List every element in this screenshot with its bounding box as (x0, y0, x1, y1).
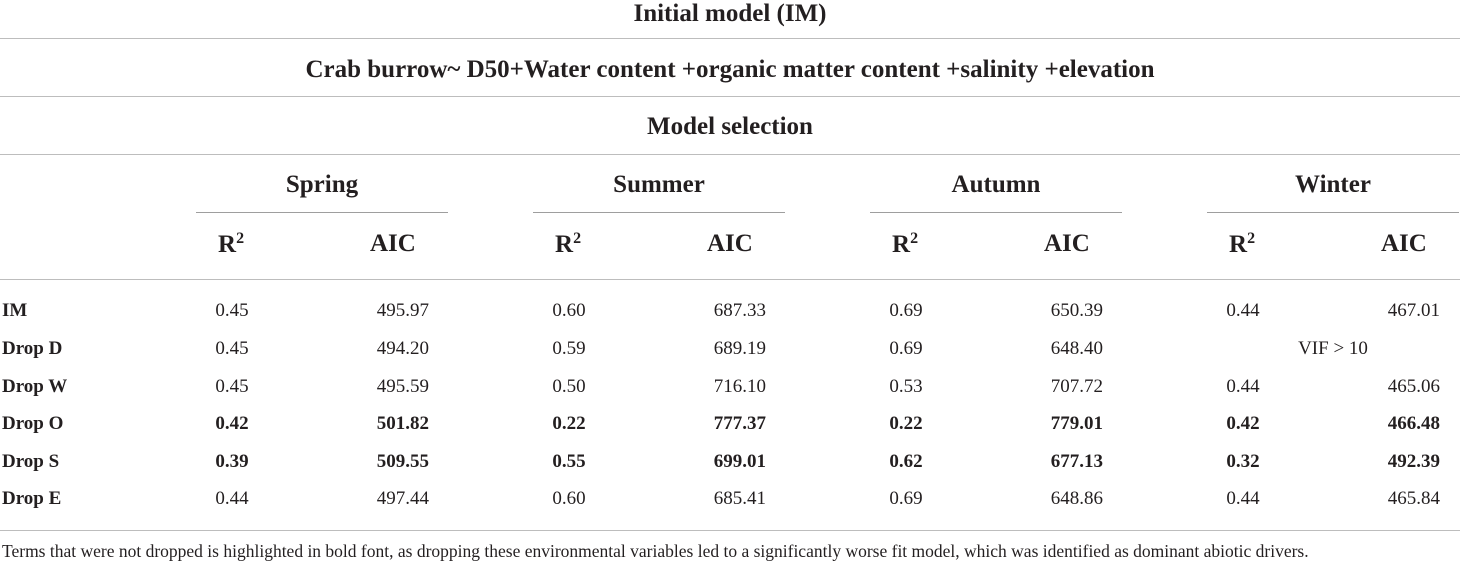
cell-value: 494.20 (376, 338, 429, 359)
cell-value: 716.10 (713, 376, 766, 397)
cell-value: 0.39 (215, 451, 249, 472)
column-header-aic: AIC (370, 230, 416, 257)
cell-value: 779.01 (1050, 413, 1103, 434)
cell-value: 0.53 (889, 376, 923, 397)
season-underline (533, 212, 785, 213)
cell-value: 465.84 (1387, 488, 1440, 509)
table-row: Drop S 0.39 509.55 0.55 699.01 0.62 677.… (0, 451, 1460, 489)
cell-value: 650.39 (1050, 300, 1103, 321)
table-row: IM 0.45 495.97 0.60 687.33 0.69 650.39 0… (0, 300, 1460, 338)
title-row: Initial model (IM) (633, 0, 827, 27)
cell-value: 0.44 (1226, 488, 1260, 509)
cell-value: 0.44 (1226, 300, 1260, 321)
column-header-r2: R2 (555, 230, 582, 258)
cell-value: 677.13 (1050, 451, 1103, 472)
divider (0, 279, 1460, 280)
cell-value: 689.19 (713, 338, 766, 359)
cell-value: 0.50 (552, 376, 586, 397)
column-header-r2: R2 (1229, 230, 1256, 258)
formula-row: Crab burrow~ D50+Water content +organic … (305, 56, 1155, 83)
column-header-r2: R2 (218, 230, 245, 258)
season-underline (870, 212, 1122, 213)
season-header-summer: Summer (613, 171, 705, 198)
cell-value: 466.48 (1387, 413, 1440, 434)
row-label: Drop D (2, 338, 63, 359)
cell-value: 0.62 (889, 451, 923, 472)
cell-value: 777.37 (713, 413, 766, 434)
cell-value: 497.44 (376, 488, 429, 509)
cell-value: 699.01 (713, 451, 766, 472)
cell-value: 687.33 (713, 300, 766, 321)
cell-value: 0.60 (552, 488, 586, 509)
season-header-winter: Winter (1295, 171, 1371, 198)
cell-value: 685.41 (713, 488, 766, 509)
season-underline (196, 212, 448, 213)
cell-value: 0.69 (889, 300, 923, 321)
cell-value: 0.42 (1226, 413, 1260, 434)
cell-value: 495.59 (376, 376, 429, 397)
column-header-r2: R2 (892, 230, 919, 258)
season-underline (1207, 212, 1459, 213)
cell-value: 0.69 (889, 338, 923, 359)
divider (0, 154, 1460, 155)
cell-value: 467.01 (1387, 300, 1440, 321)
row-label: Drop S (2, 451, 60, 472)
cell-value: 0.45 (215, 376, 249, 397)
cell-value: 0.55 (552, 451, 586, 472)
divider (0, 530, 1460, 531)
cell-value: 0.22 (889, 413, 923, 434)
cell-value: 492.39 (1387, 451, 1440, 472)
row-label: IM (2, 300, 28, 321)
cell-value: 465.06 (1387, 376, 1440, 397)
column-header-aic: AIC (1381, 230, 1427, 257)
cell-value: 707.72 (1050, 376, 1103, 397)
divider (0, 96, 1460, 97)
row-label: Drop E (2, 488, 62, 509)
table-row: Drop O 0.42 501.82 0.22 777.37 0.22 779.… (0, 413, 1460, 451)
cell-value: 0.42 (215, 413, 249, 434)
cell-value: 0.59 (552, 338, 586, 359)
selection-row: Model selection (647, 113, 813, 140)
row-label: Drop O (2, 413, 64, 434)
table-row: Drop W 0.45 495.59 0.50 716.10 0.53 707.… (0, 376, 1460, 414)
row-label: Drop W (2, 376, 68, 397)
cell-value: 0.45 (215, 300, 249, 321)
cell-value: 509.55 (376, 451, 429, 472)
cell-value: 0.44 (215, 488, 249, 509)
column-header-aic: AIC (1044, 230, 1090, 257)
cell-value: 0.45 (215, 338, 249, 359)
cell-value: 0.44 (1226, 376, 1260, 397)
table-row: Drop D 0.45 494.20 0.59 689.19 0.69 648.… (0, 338, 1460, 376)
cell-value: 501.82 (376, 413, 429, 434)
cell-value: 648.86 (1050, 488, 1103, 509)
cell-value: 0.32 (1226, 451, 1260, 472)
cell-value: 495.97 (376, 300, 429, 321)
cell-value: 648.40 (1050, 338, 1103, 359)
season-header-autumn: Autumn (951, 171, 1041, 198)
cell-value: 0.69 (889, 488, 923, 509)
vif-note: VIF > 10 (1298, 338, 1368, 359)
divider (0, 38, 1460, 39)
season-header-spring: Spring (285, 171, 359, 198)
column-header-aic: AIC (707, 230, 753, 257)
cell-value: 0.60 (552, 300, 586, 321)
table-footnote: Terms that were not dropped is highlight… (2, 541, 1309, 561)
cell-value: 0.22 (552, 413, 586, 434)
table-row: Drop E 0.44 497.44 0.60 685.41 0.69 648.… (0, 488, 1460, 526)
